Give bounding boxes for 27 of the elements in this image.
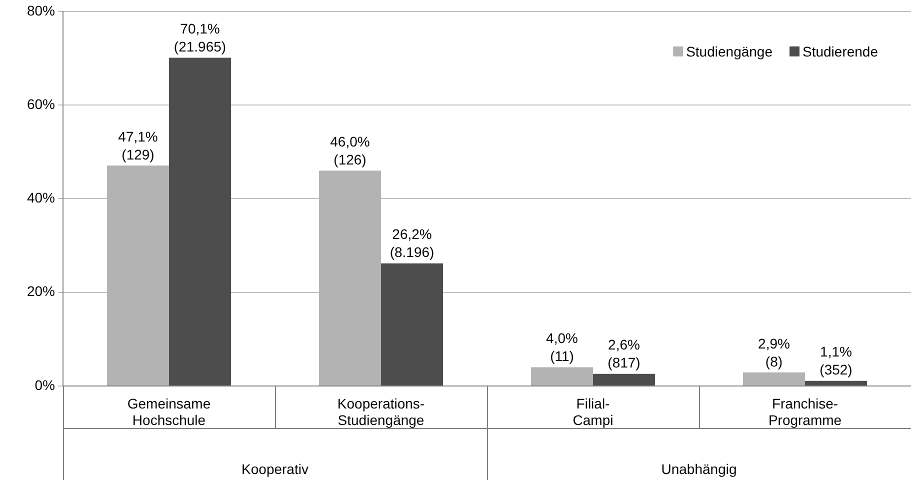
- bar: [742, 372, 805, 386]
- bar: [530, 367, 593, 386]
- x-tick-label: Franchise- Programme: [768, 395, 842, 428]
- data-label: 4,0% (11): [546, 330, 578, 364]
- y-tick-label: 80%: [26, 2, 55, 18]
- y-tick-label: 60%: [26, 96, 55, 112]
- text: Kooperativ: [242, 460, 308, 477]
- y-tick-label: 0%: [34, 376, 55, 393]
- x-tick-label: Gemeinsame Hochschule: [127, 395, 211, 428]
- bar: [593, 374, 656, 386]
- data-label: 70,1% (21.965): [174, 20, 226, 55]
- bar: [169, 58, 232, 386]
- data-label: 2,6% (817): [608, 336, 640, 371]
- bar: [805, 380, 868, 386]
- x-tick-label: Filial- Campi: [572, 395, 614, 428]
- legend-label: Studiengänge: [686, 43, 773, 60]
- data-label: 47,1% (129): [118, 128, 158, 162]
- y-tick-label: 40%: [26, 190, 55, 206]
- data-label: 1,1% (352): [820, 344, 852, 378]
- data-label: 26,2% (8.196): [390, 226, 434, 260]
- x-tick-label: Kooperations- Studiengänge: [337, 395, 425, 428]
- bar: [381, 263, 444, 386]
- legend-label: Studierende: [802, 43, 878, 60]
- data-label: 46,0% (126): [330, 133, 370, 168]
- data-label: 2,9% (8): [758, 335, 790, 370]
- y-tick-label: 20%: [26, 283, 55, 300]
- text: Unabhängig: [661, 460, 737, 477]
